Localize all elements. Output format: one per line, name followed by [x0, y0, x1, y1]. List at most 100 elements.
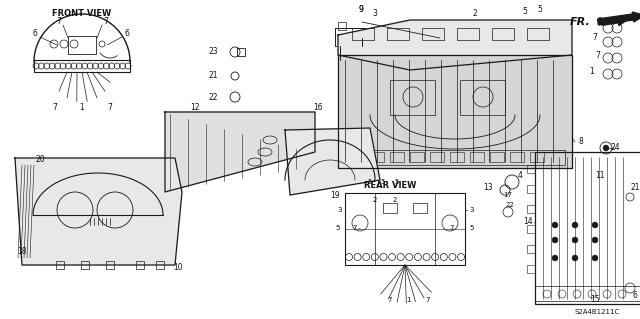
Text: 6: 6 — [632, 291, 637, 300]
Text: 7: 7 — [104, 18, 108, 26]
Text: 6: 6 — [33, 29, 37, 39]
Polygon shape — [338, 55, 572, 168]
Text: 24: 24 — [610, 144, 620, 152]
Bar — [156, 261, 164, 269]
Bar — [527, 185, 535, 193]
Text: 10: 10 — [173, 263, 183, 272]
Bar — [338, 22, 346, 30]
Text: 18: 18 — [17, 248, 27, 256]
Text: 2: 2 — [373, 197, 377, 203]
Bar — [81, 261, 89, 269]
Text: 9: 9 — [358, 5, 364, 14]
Bar — [530, 152, 544, 162]
Text: 15: 15 — [590, 295, 600, 305]
Text: 4: 4 — [518, 170, 522, 180]
Bar — [237, 48, 245, 56]
Text: 20: 20 — [35, 155, 45, 165]
Text: 6: 6 — [125, 29, 129, 39]
Text: FRONT VIEW: FRONT VIEW — [52, 9, 111, 18]
Text: 1: 1 — [406, 297, 410, 303]
Text: 1: 1 — [79, 103, 84, 113]
Bar — [410, 152, 424, 162]
Bar — [390, 152, 404, 162]
Text: FR.: FR. — [570, 17, 590, 27]
Circle shape — [592, 237, 598, 243]
Circle shape — [572, 222, 578, 228]
Bar — [345, 193, 465, 265]
Circle shape — [572, 255, 578, 261]
Bar — [68, 36, 96, 54]
Text: 23: 23 — [208, 48, 218, 56]
Text: 5: 5 — [381, 179, 385, 185]
Circle shape — [603, 145, 609, 151]
Bar — [335, 28, 365, 46]
Bar — [136, 261, 144, 269]
Circle shape — [552, 255, 558, 261]
Bar — [345, 150, 565, 165]
Text: 14: 14 — [523, 218, 533, 226]
Text: REAR VIEW: REAR VIEW — [364, 181, 416, 189]
Text: 7: 7 — [596, 50, 600, 60]
Text: 11: 11 — [595, 170, 605, 180]
Bar — [106, 261, 114, 269]
Text: 5: 5 — [336, 225, 340, 231]
Text: 22: 22 — [208, 93, 218, 101]
Bar — [490, 152, 504, 162]
Bar — [527, 265, 535, 273]
Polygon shape — [15, 158, 182, 265]
Text: 12: 12 — [190, 103, 200, 113]
Text: 7: 7 — [426, 297, 430, 303]
Polygon shape — [285, 128, 380, 195]
Circle shape — [592, 222, 598, 228]
Text: 3: 3 — [338, 207, 342, 213]
Text: 22: 22 — [506, 202, 515, 208]
Text: 2: 2 — [598, 18, 602, 26]
Text: 2: 2 — [393, 197, 397, 203]
Text: 3: 3 — [372, 9, 378, 18]
Text: 9: 9 — [358, 5, 364, 14]
Bar — [450, 152, 464, 162]
Text: 3: 3 — [470, 207, 474, 213]
Bar — [527, 245, 535, 253]
FancyArrow shape — [598, 12, 640, 25]
Text: 7: 7 — [388, 297, 392, 303]
Text: 1: 1 — [589, 68, 595, 77]
Text: 7: 7 — [450, 225, 454, 231]
Bar — [370, 152, 384, 162]
Text: 7: 7 — [353, 225, 357, 231]
Polygon shape — [165, 112, 315, 192]
Text: 8: 8 — [579, 137, 584, 146]
Bar — [34, 60, 130, 72]
Text: 5: 5 — [538, 5, 543, 14]
Text: 7: 7 — [593, 33, 597, 42]
Bar — [535, 286, 640, 301]
Bar — [387, 28, 409, 40]
Text: 5: 5 — [470, 225, 474, 231]
Text: 17: 17 — [504, 192, 513, 198]
Bar — [527, 205, 535, 213]
Text: 5: 5 — [368, 179, 372, 185]
Bar — [383, 203, 397, 213]
Bar — [422, 28, 444, 40]
Text: 7: 7 — [56, 18, 61, 26]
Bar — [535, 152, 640, 304]
Circle shape — [592, 255, 598, 261]
Polygon shape — [338, 20, 572, 70]
Text: 21: 21 — [208, 70, 218, 79]
Bar — [390, 80, 435, 115]
Bar — [457, 28, 479, 40]
Circle shape — [572, 237, 578, 243]
Bar — [350, 152, 364, 162]
Text: 7: 7 — [108, 103, 113, 113]
Text: 19: 19 — [330, 190, 340, 199]
Text: S2A4B1211C: S2A4B1211C — [574, 309, 620, 315]
Text: 13: 13 — [483, 183, 493, 192]
Bar — [352, 28, 374, 40]
Bar — [527, 165, 535, 173]
Bar — [460, 80, 505, 115]
Bar — [413, 203, 427, 213]
Text: 7: 7 — [52, 103, 58, 113]
Bar — [527, 225, 535, 233]
Circle shape — [552, 222, 558, 228]
Bar — [527, 28, 549, 40]
